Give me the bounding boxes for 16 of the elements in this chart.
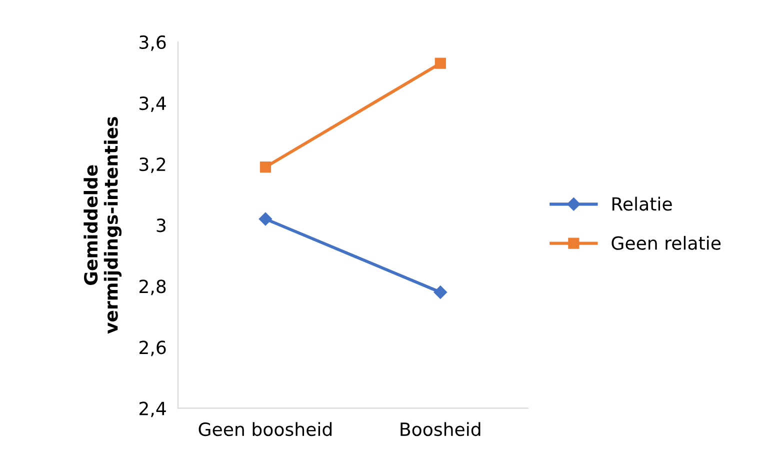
x-tick-label: Geen boosheid xyxy=(198,422,332,436)
y-tick-label: 3 xyxy=(156,218,166,232)
point xyxy=(258,212,272,226)
y-tick-label: 2,4 xyxy=(140,402,166,418)
y-tick-label: 3,2 xyxy=(140,157,166,173)
legend-label: Geen relatie xyxy=(612,236,721,250)
point xyxy=(260,162,272,173)
point xyxy=(434,58,446,69)
x-tick-label: Boosheid xyxy=(400,422,480,436)
y-tick-label: 3,6 xyxy=(140,35,166,51)
point xyxy=(434,286,447,299)
y-tick-label: 3,4 xyxy=(140,96,166,112)
y-axis-title: Gemiddelde vermijdings-intenties xyxy=(84,117,122,334)
y-tick-label: 2,6 xyxy=(140,340,166,356)
y-tick-label: 2,8 xyxy=(140,280,166,296)
legend-label: Relatie xyxy=(612,196,672,211)
